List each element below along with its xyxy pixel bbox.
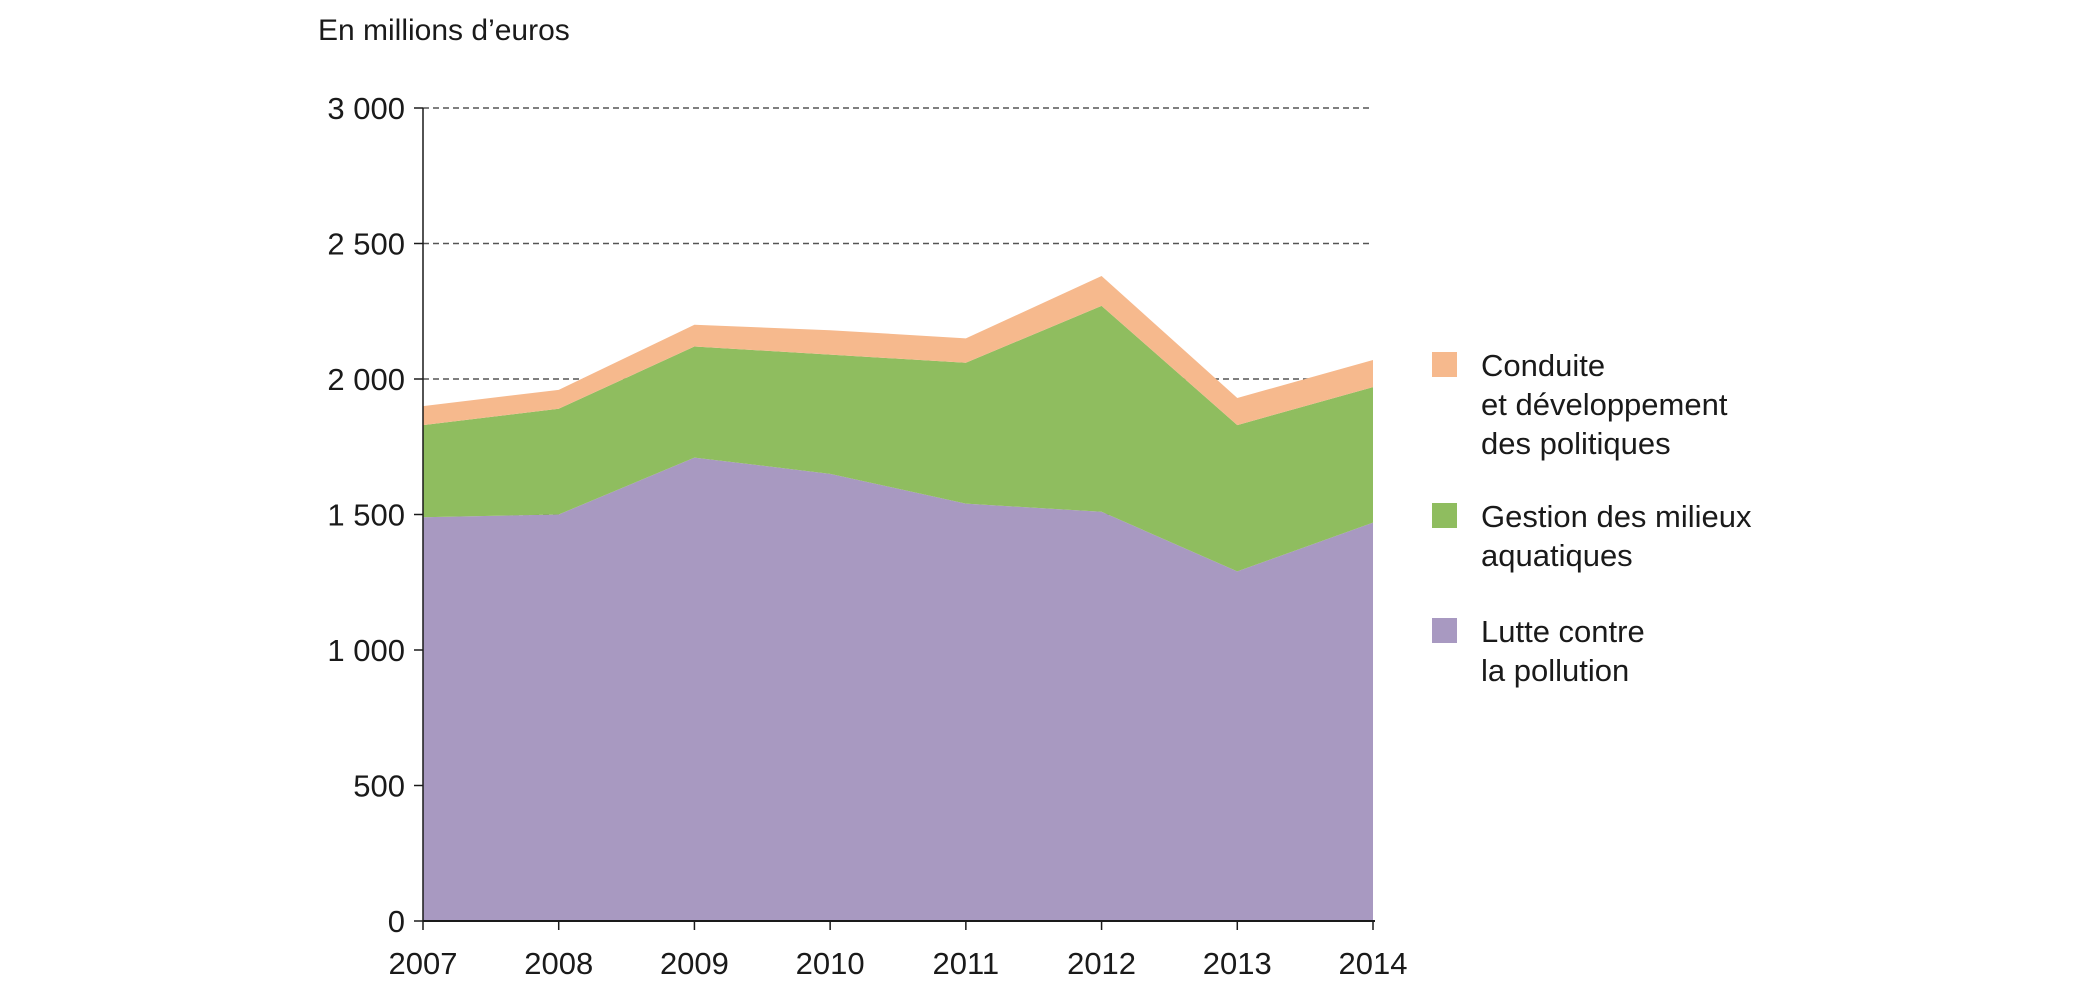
x-tick-label-3: 2010 bbox=[796, 946, 865, 981]
area-series-1 bbox=[423, 305, 1373, 572]
y-tick-labels: 0 500 1 000 1 500 2 000 2 500 3 000 bbox=[327, 91, 405, 939]
x-tick-label-0: 2007 bbox=[389, 946, 458, 981]
y-tick-label-3: 1 500 bbox=[327, 498, 405, 533]
unit-label: En millions d’euros bbox=[318, 14, 570, 47]
x-tick-label-7: 2014 bbox=[1339, 946, 1408, 981]
legend-swatch-2 bbox=[1432, 352, 1457, 377]
area-series-0 bbox=[423, 457, 1373, 921]
y-tick-label-2: 1 000 bbox=[327, 633, 405, 668]
legend-label-0-1: la pollution bbox=[1481, 653, 1629, 688]
area-series bbox=[423, 276, 1373, 921]
x-tick-label-2: 2009 bbox=[660, 946, 729, 981]
area-series-2 bbox=[423, 276, 1373, 426]
legend-label-2-0: Conduite bbox=[1481, 348, 1605, 383]
legend-label-0-0: Lutte contre bbox=[1481, 614, 1645, 649]
x-tick-labels: 2007 2008 2009 2010 2011 2012 2013 2014 bbox=[389, 946, 1408, 981]
legend-label-1-0: Gestion des milieux bbox=[1481, 499, 1752, 534]
legend: Conduite et développement des politiques Ge… bbox=[1432, 348, 1752, 688]
legend-label-2-2: des politiques bbox=[1481, 426, 1671, 461]
y-tick-label-1: 500 bbox=[353, 769, 405, 804]
legend-label-1-1: aquatiques bbox=[1481, 538, 1633, 573]
x-tick-label-6: 2013 bbox=[1203, 946, 1272, 981]
x-tick-label-1: 2008 bbox=[524, 946, 593, 981]
y-tick-label-4: 2 000 bbox=[327, 362, 405, 397]
x-tick-label-5: 2012 bbox=[1067, 946, 1136, 981]
y-tick-label-0: 0 bbox=[388, 904, 405, 939]
x-tick-label-4: 2011 bbox=[933, 946, 1000, 981]
axes bbox=[414, 107, 1375, 930]
y-tick-label-5: 2 500 bbox=[327, 227, 405, 262]
legend-swatch-0 bbox=[1432, 618, 1457, 643]
y-tick-label-6: 3 000 bbox=[327, 91, 405, 126]
legend-label-2-1: et développement bbox=[1481, 387, 1728, 422]
legend-swatch-1 bbox=[1432, 503, 1457, 528]
